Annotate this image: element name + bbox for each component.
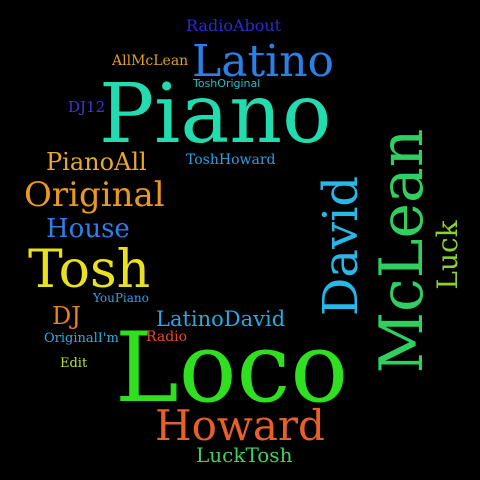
word-loco: Loco — [115, 312, 349, 424]
word-lucktosh: LuckTosh — [196, 443, 293, 467]
word-toshhoward: ToshHoward — [186, 152, 276, 168]
word-latino: Latino — [192, 36, 335, 87]
word-originalim: OriginalI'm — [44, 331, 119, 346]
word-howard: Howard — [155, 401, 325, 450]
word-latinodavid: LatinoDavid — [156, 307, 286, 331]
word-mclean: McLean — [367, 128, 437, 374]
word-radioabout: RadioAbout — [186, 16, 282, 35]
word-dj: DJ — [52, 302, 81, 330]
word-luck: Luck — [431, 220, 464, 290]
word-tosh: Tosh — [28, 240, 151, 300]
word-radio: Radio — [146, 329, 188, 345]
word-edit: Edit — [60, 356, 88, 371]
word-pianoall: PianoAll — [46, 148, 147, 176]
word-allmclean: AllMcLean — [112, 53, 189, 69]
word-house: House — [46, 214, 130, 244]
word-dj12: DJ12 — [68, 98, 106, 116]
word-toshoriginal: ToshOriginal — [193, 77, 261, 90]
word-david: David — [313, 175, 369, 317]
word-original: Original — [24, 175, 165, 215]
word-piano: Piano — [99, 67, 332, 162]
word-youpiano: YouPiano — [93, 291, 149, 305]
